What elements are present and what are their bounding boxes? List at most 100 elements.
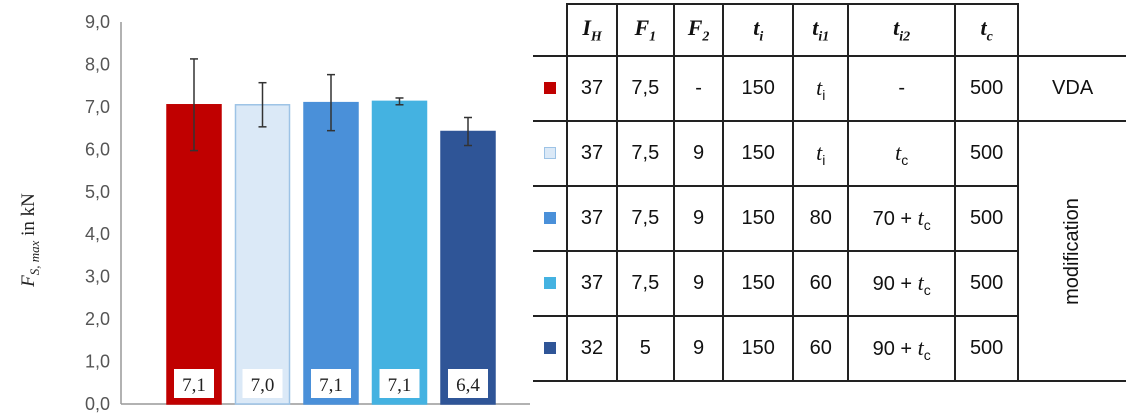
y-tick-labels: 0,0 1,0 2,0 3,0 4,0 5,0 6,0 7,0 8,0 9,0	[85, 12, 110, 414]
cell-tc: 500	[954, 250, 1020, 317]
table-row: 37 7,5 - 150 ti - 500 VDA	[533, 55, 1126, 122]
cell-text: 500	[969, 77, 1004, 99]
cell-f2: 9	[672, 185, 725, 252]
error-bar	[327, 73, 335, 132]
cell-text: 70 +	[872, 207, 918, 230]
legend-swatch-cell	[533, 315, 569, 382]
data-labels: 7,1 7,0 7,1 7,1 6,4	[174, 369, 488, 398]
legend-swatch-cell	[533, 55, 569, 122]
cell-ti: 150	[722, 185, 795, 252]
header-symbol: t	[980, 14, 987, 40]
header-cell: tc	[954, 3, 1020, 57]
legend-swatch-cell	[533, 185, 569, 252]
data-label: 7,0	[251, 375, 275, 396]
cell-ti2: 90 + tc	[847, 315, 957, 382]
cell-f2: -	[672, 55, 725, 122]
cell-ti2: tc	[847, 120, 957, 187]
cell-symbol: t	[917, 204, 924, 230]
legend-swatch	[543, 82, 556, 94]
error-bars	[190, 58, 472, 152]
cell-ti: 150	[722, 120, 795, 187]
cell-text: -	[695, 77, 702, 99]
cell-text: 37	[580, 77, 604, 99]
header-subscript: i2	[899, 29, 911, 45]
cell-text: 37	[580, 207, 604, 229]
cell-text: 500	[969, 337, 1004, 359]
cell-f1: 7,5	[615, 185, 675, 252]
data-label-box	[311, 369, 351, 398]
cell-text: 60	[809, 337, 832, 359]
cell-tc: 500	[954, 55, 1020, 122]
group-label-modification: modification	[1061, 197, 1084, 305]
header-symbol: t	[812, 14, 819, 40]
cell-text: 7,5	[631, 77, 660, 99]
bar-chart: FS, max in kN 0,0 1,0 2,0 3,0 4,0 5,0 6,0 7,0 8,…	[18, 12, 530, 414]
cell-text: 9	[692, 337, 705, 359]
cell-symbol: t	[816, 74, 823, 100]
data-label-box	[448, 369, 488, 398]
cell-subscript: i	[822, 151, 826, 168]
cell-subscript: i	[822, 86, 826, 103]
cell-text: 9	[692, 272, 705, 294]
table-row: 37 7,5 9 150 60 90 + tc 500	[533, 250, 1126, 317]
cell-text: 150	[741, 207, 775, 229]
cell-subscript: c	[901, 151, 909, 168]
cell-text: 500	[969, 207, 1004, 229]
header-cell: ti1	[792, 3, 850, 57]
bar	[166, 104, 222, 405]
cell-text: 37	[580, 142, 604, 164]
header-symbol: F	[687, 14, 703, 40]
cell-text: 7,5	[631, 272, 660, 294]
bar	[303, 101, 359, 405]
cell-tc: 500	[954, 120, 1020, 187]
cell-text: 90 +	[872, 272, 918, 295]
cell-f1: 5	[615, 315, 675, 382]
cell-f2: 9	[672, 250, 725, 317]
cell-subscript: c	[923, 281, 931, 298]
header-cell: IH	[566, 3, 618, 57]
cell-symbol: t	[917, 269, 924, 295]
cell-f2: 9	[672, 120, 725, 187]
bars	[166, 100, 496, 405]
header-subscript: i	[759, 29, 764, 45]
header-cell: ti2	[847, 3, 957, 57]
group-label-vda: VDA	[1017, 55, 1126, 122]
cell-text: 5	[639, 337, 651, 359]
header-cell: F2	[672, 3, 725, 57]
parameter-table: IH F1 F2 ti ti1 ti2 tc 37 7,5-150 ti -500 VDA 37 7,5…	[533, 3, 1126, 382]
header-cell: ti	[722, 3, 795, 57]
cell-ti1: 60	[792, 315, 850, 382]
cell-ti: 150	[722, 55, 795, 122]
data-label: 7,1	[388, 375, 412, 396]
cell-text: 150	[741, 77, 775, 99]
cell-ti2: 70 + tc	[847, 185, 957, 252]
error-bar	[464, 116, 472, 147]
y-tick-label: 4,0	[85, 224, 110, 244]
y-tick-label: 0,0	[85, 394, 110, 414]
table-row: 32 5 9 150 60 90 + tc 500	[533, 315, 1126, 382]
data-label: 7,1	[319, 375, 343, 396]
header-symbol: F	[634, 14, 650, 40]
legend-swatch	[543, 147, 556, 159]
cell-text: 60	[809, 272, 832, 294]
cell-subscript: c	[923, 216, 931, 233]
cell-ti1: 80	[792, 185, 850, 252]
data-label-box	[379, 369, 420, 398]
cell-text: 500	[969, 142, 1004, 164]
cell-ti: 150	[722, 315, 795, 382]
cell-text: 150	[741, 272, 775, 294]
header-symbol: t	[893, 14, 900, 40]
cell-ti2: 90 + tc	[847, 250, 957, 317]
bar	[234, 104, 291, 405]
bar	[371, 100, 428, 405]
cell-text: 9	[692, 207, 705, 229]
cell-text: 150	[741, 142, 775, 164]
table-header-row: IH F1 F2 ti ti1 ti2 tc	[533, 3, 1126, 57]
cell-ih: 37	[566, 55, 618, 122]
cell-symbol: t	[816, 139, 823, 165]
legend-swatch-cell	[533, 250, 569, 317]
header-subscript: i1	[818, 29, 830, 45]
error-bar	[258, 81, 267, 128]
data-label-box	[242, 369, 283, 398]
y-tick-label: 8,0	[85, 54, 110, 74]
